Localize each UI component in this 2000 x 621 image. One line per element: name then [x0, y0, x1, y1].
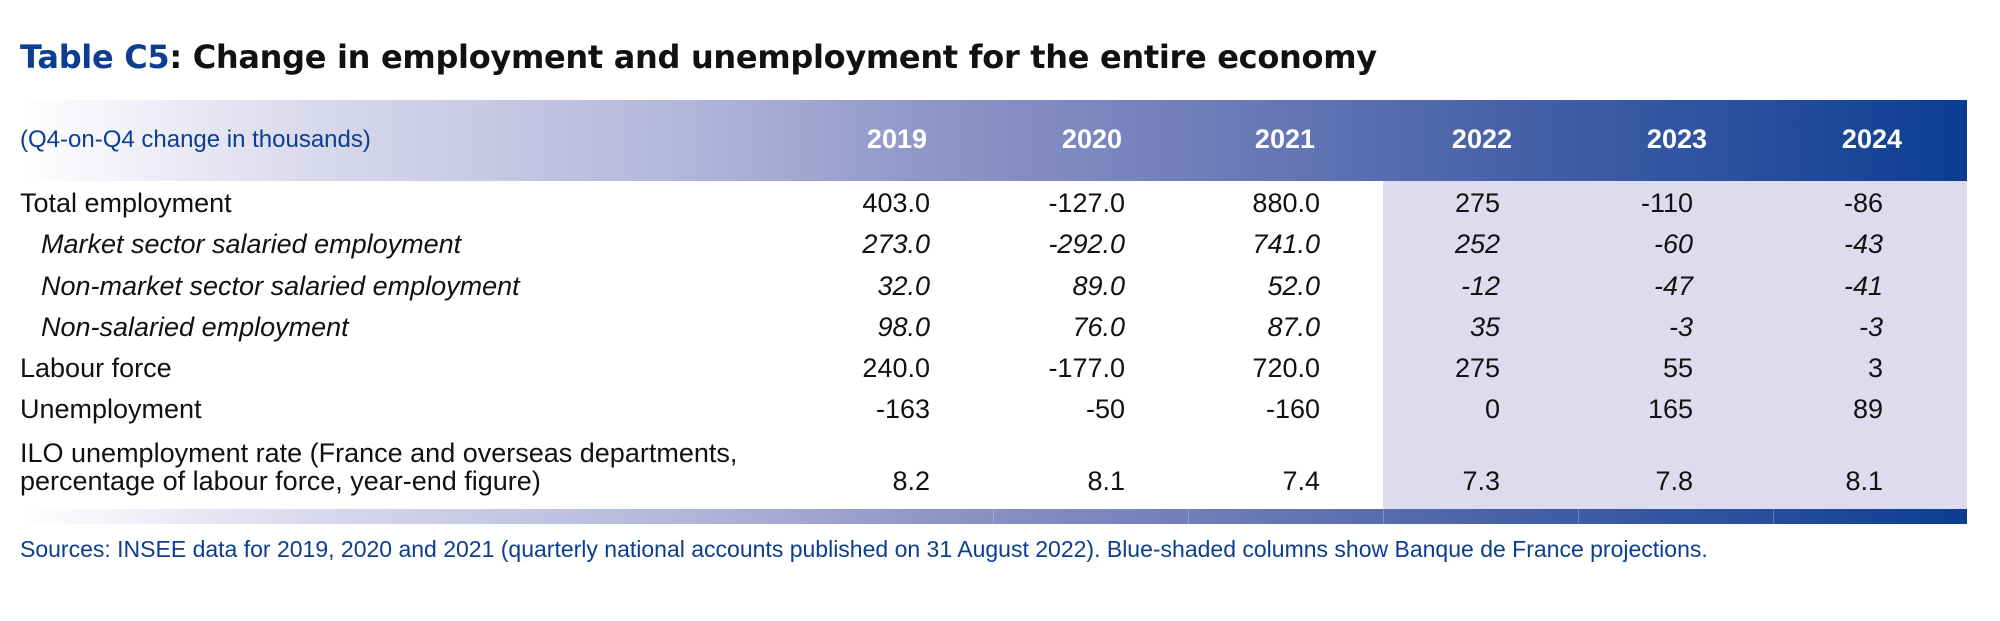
cell-2023: 7.8 — [1655, 466, 1693, 496]
cell-2022: -12 — [1460, 271, 1500, 301]
cell-2023: -3 — [1668, 312, 1693, 342]
cell-2019: 98.0 — [877, 312, 930, 342]
cell-2024: 89 — [1852, 394, 1883, 424]
cell-2021: 7.4 — [1282, 466, 1320, 496]
column-header-2022: 2022 — [1451, 124, 1512, 154]
cell-2021: 880.0 — [1252, 188, 1320, 218]
cell-2020: -292.0 — [1048, 229, 1125, 259]
table-header-band — [20, 100, 1967, 181]
cell-2021: -160 — [1265, 394, 1320, 424]
bar-divider — [1773, 509, 1774, 524]
cell-2023: 55 — [1662, 353, 1693, 383]
bar-divider — [993, 509, 994, 524]
row-label: Non-salaried employment — [41, 312, 349, 342]
row-label: Total employment — [20, 188, 232, 218]
column-header-2019: 2019 — [866, 124, 927, 154]
cell-2020: -127.0 — [1048, 188, 1125, 218]
cell-2022: 0 — [1484, 394, 1500, 424]
cell-2023: -110 — [1640, 188, 1693, 218]
column-header-2023: 2023 — [1646, 124, 1707, 154]
cell-2024: 8.1 — [1845, 466, 1883, 496]
cell-2024: -43 — [1843, 229, 1883, 259]
cell-2024: -41 — [1843, 271, 1883, 301]
cell-2020: 76.0 — [1072, 312, 1125, 342]
cell-2019: 403.0 — [862, 188, 930, 218]
row-label: Unemployment — [20, 394, 202, 424]
cell-2022: 35 — [1469, 312, 1500, 342]
cell-2019: 240.0 — [862, 353, 930, 383]
cell-2022: 252 — [1454, 229, 1500, 259]
cell-2022: 7.3 — [1462, 466, 1500, 496]
unit-label: (Q4-on-Q4 change in thousands) — [20, 126, 371, 153]
row-label-line-1: ILO unemployment rate (France and overse… — [20, 438, 738, 468]
column-header-2021: 2021 — [1254, 124, 1315, 154]
cell-2020: 89.0 — [1072, 271, 1125, 301]
row-label: Non-market sector salaried employment — [41, 271, 520, 301]
cell-2021: 87.0 — [1267, 312, 1320, 342]
projection-columns-shading — [1383, 181, 1967, 509]
cell-2019: 32.0 — [877, 271, 930, 301]
cell-2024: -3 — [1858, 312, 1883, 342]
cell-2021: 52.0 — [1267, 271, 1320, 301]
row-label: Labour force — [20, 353, 172, 383]
source-note: Sources: INSEE data for 2019, 2020 and 2… — [20, 536, 1708, 562]
bar-divider — [1383, 509, 1384, 524]
column-header-2024: 2024 — [1841, 124, 1902, 154]
column-header-2020: 2020 — [1061, 124, 1122, 154]
bar-divider — [1578, 509, 1579, 524]
cell-2023: 165 — [1647, 394, 1693, 424]
table-id: Table C5 — [20, 38, 170, 76]
cell-2024: 3 — [1867, 353, 1883, 383]
cell-2022: 275 — [1454, 353, 1500, 383]
table-bottom-bar — [20, 509, 1967, 524]
cell-2020: -50 — [1085, 394, 1125, 424]
cell-2020: -177.0 — [1048, 353, 1125, 383]
table-title-text: : Change in employment and unemployment … — [169, 38, 1377, 76]
row-label-line-2: percentage of labour force, year-end fig… — [20, 466, 541, 496]
cell-2020: 8.1 — [1087, 466, 1125, 496]
cell-2023: -60 — [1653, 229, 1693, 259]
cell-2019: -163 — [875, 394, 930, 424]
cell-2019: 8.2 — [892, 466, 930, 496]
table-title: Table C5: Change in employment and unemp… — [20, 38, 1377, 76]
cell-2021: 720.0 — [1252, 353, 1320, 383]
cell-2019: 273.0 — [862, 229, 930, 259]
cell-2023: -47 — [1653, 271, 1693, 301]
cell-2021: 741.0 — [1252, 229, 1320, 259]
row-label: Market sector salaried employment — [41, 229, 462, 259]
cell-2024: -86 — [1843, 188, 1883, 218]
cell-2022: 275 — [1454, 188, 1500, 218]
bar-divider — [1188, 509, 1189, 524]
